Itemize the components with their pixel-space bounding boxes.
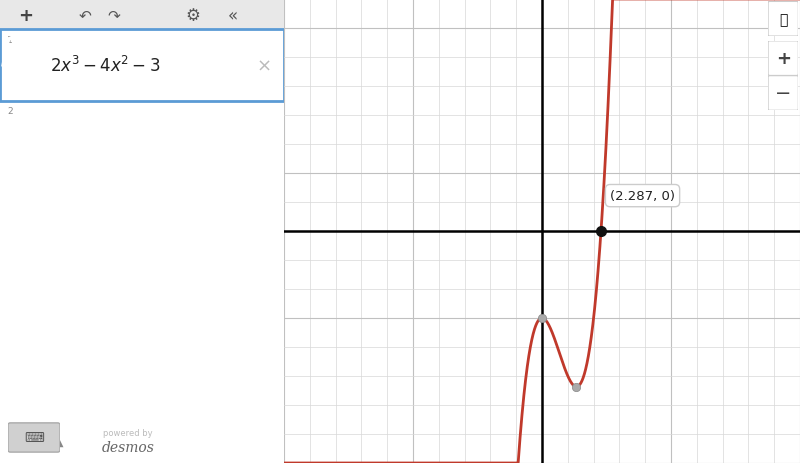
- Text: (2.287, 0): (2.287, 0): [610, 190, 675, 203]
- Text: ⌨: ⌨: [24, 431, 44, 444]
- Text: desmos: desmos: [102, 440, 154, 454]
- Text: 2: 2: [7, 106, 13, 115]
- Text: 1: 1: [7, 36, 13, 44]
- Text: $2x^3 - 4x^2 - 3$: $2x^3 - 4x^2 - 3$: [50, 56, 160, 76]
- Text: ⚙: ⚙: [186, 7, 201, 25]
- Text: «: «: [228, 7, 238, 25]
- Text: −: −: [775, 84, 791, 103]
- FancyBboxPatch shape: [768, 76, 798, 111]
- Bar: [0, 30, 284, 102]
- Text: +: +: [18, 7, 33, 25]
- Text: +: +: [776, 50, 790, 68]
- FancyBboxPatch shape: [8, 423, 60, 452]
- Bar: [0, 0, 284, 31]
- Text: ↶: ↶: [79, 8, 91, 23]
- Text: ↷: ↷: [107, 8, 120, 23]
- Text: powered by: powered by: [103, 429, 153, 438]
- Text: 🔧: 🔧: [779, 13, 787, 27]
- FancyBboxPatch shape: [768, 42, 798, 76]
- Text: ▲: ▲: [56, 437, 63, 447]
- FancyBboxPatch shape: [768, 2, 798, 37]
- Text: ×: ×: [257, 57, 272, 75]
